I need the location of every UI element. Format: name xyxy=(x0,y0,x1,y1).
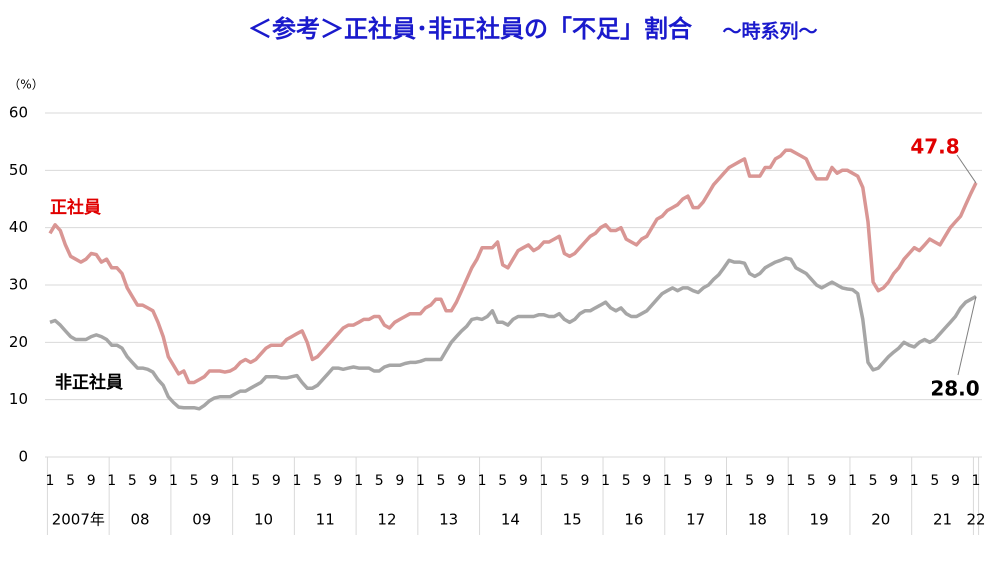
value-label: 28.0 xyxy=(930,377,979,401)
x-tick-label: 1 xyxy=(169,473,178,489)
x-tick-label: 9 xyxy=(642,473,651,489)
x-tick-label: 9 xyxy=(519,473,528,489)
series-label: 正社員 xyxy=(50,197,101,218)
x-tick-label: 1 xyxy=(848,473,857,489)
x-tick-label: 5 xyxy=(683,473,692,489)
x-tick-label: 5 xyxy=(930,473,939,489)
year-label: 18 xyxy=(748,511,767,529)
year-label: 2007年 xyxy=(52,511,105,529)
year-label: 12 xyxy=(377,511,396,529)
x-tick-label: 1 xyxy=(601,473,610,489)
y-tick-label: 30 xyxy=(9,276,28,294)
x-tick-label: 9 xyxy=(889,473,898,489)
x-tick-label: 9 xyxy=(951,473,960,489)
leader-line xyxy=(957,296,977,376)
leader-line xyxy=(956,154,977,184)
y-tick-label: 40 xyxy=(9,218,28,236)
year-label: 19 xyxy=(810,511,829,529)
x-tick-label: 9 xyxy=(395,473,404,489)
x-tick-label: 1 xyxy=(46,473,55,489)
year-label: 17 xyxy=(686,511,705,529)
x-tick-label: 5 xyxy=(745,473,754,489)
x-tick-label: 9 xyxy=(827,473,836,489)
x-tick-label: 1 xyxy=(786,473,795,489)
series-label: 非正社員 xyxy=(55,372,123,393)
x-tick-label: 5 xyxy=(128,473,137,489)
year-label: 20 xyxy=(871,511,890,529)
x-tick-label: 1 xyxy=(539,473,548,489)
x-tick-label: 5 xyxy=(869,473,878,489)
x-tick-label: 1 xyxy=(231,473,240,489)
x-tick-label: 5 xyxy=(375,473,384,489)
y-tick-label: 50 xyxy=(9,161,28,179)
x-tick-label: 9 xyxy=(210,473,219,489)
year-label: 08 xyxy=(130,511,149,529)
series-line xyxy=(48,148,978,385)
y-tick-label: 60 xyxy=(9,104,28,122)
year-label: 16 xyxy=(624,511,643,529)
x-tick-label: 9 xyxy=(334,473,343,489)
x-tick-label: 5 xyxy=(807,473,816,489)
value-label: 47.8 xyxy=(910,135,959,159)
x-tick-label: 5 xyxy=(251,473,260,489)
x-tick-label: 1 xyxy=(910,473,919,489)
x-tick-label: 5 xyxy=(313,473,322,489)
series-line xyxy=(49,256,977,411)
y-tick-label: 20 xyxy=(9,333,28,351)
x-tick-label: 9 xyxy=(766,473,775,489)
x-tick-label: 1 xyxy=(107,473,116,489)
x-tick-label: 5 xyxy=(622,473,631,489)
x-tick-label: 9 xyxy=(87,473,96,489)
x-tick-label: 1 xyxy=(725,473,734,489)
x-tick-label: 9 xyxy=(581,473,590,489)
x-tick-label: 1 xyxy=(416,473,425,489)
year-label: 22 xyxy=(966,511,985,529)
x-tick-label: 1 xyxy=(292,473,301,489)
x-tick-label: 5 xyxy=(66,473,75,489)
y-tick-label: 10 xyxy=(9,390,28,408)
chart-subtitle: ～時系列～ xyxy=(722,21,817,43)
x-tick-label: 9 xyxy=(148,473,157,489)
x-tick-label: 5 xyxy=(560,473,569,489)
year-label: 13 xyxy=(439,511,458,529)
x-tick-label: 1 xyxy=(663,473,672,489)
x-tick-label: 1 xyxy=(354,473,363,489)
x-tick-label: 9 xyxy=(272,473,281,489)
year-label: 10 xyxy=(254,511,273,529)
year-label: 15 xyxy=(563,511,582,529)
x-tick-label: 1 xyxy=(972,473,981,489)
y-unit: （%） xyxy=(8,78,43,92)
y-tick-label: 0 xyxy=(18,448,28,466)
x-tick-label: 1 xyxy=(478,473,487,489)
year-label: 14 xyxy=(501,511,520,529)
year-label: 11 xyxy=(316,511,335,529)
x-tick-label: 9 xyxy=(704,473,713,489)
x-tick-label: 5 xyxy=(437,473,446,489)
year-label: 09 xyxy=(192,511,211,529)
x-tick-label: 5 xyxy=(190,473,199,489)
x-tick-label: 5 xyxy=(498,473,507,489)
chart-title: ＜参考＞正社員･非正社員の「不足」割合 xyxy=(248,15,693,43)
year-label: 21 xyxy=(933,511,952,529)
x-tick-label: 9 xyxy=(457,473,466,489)
